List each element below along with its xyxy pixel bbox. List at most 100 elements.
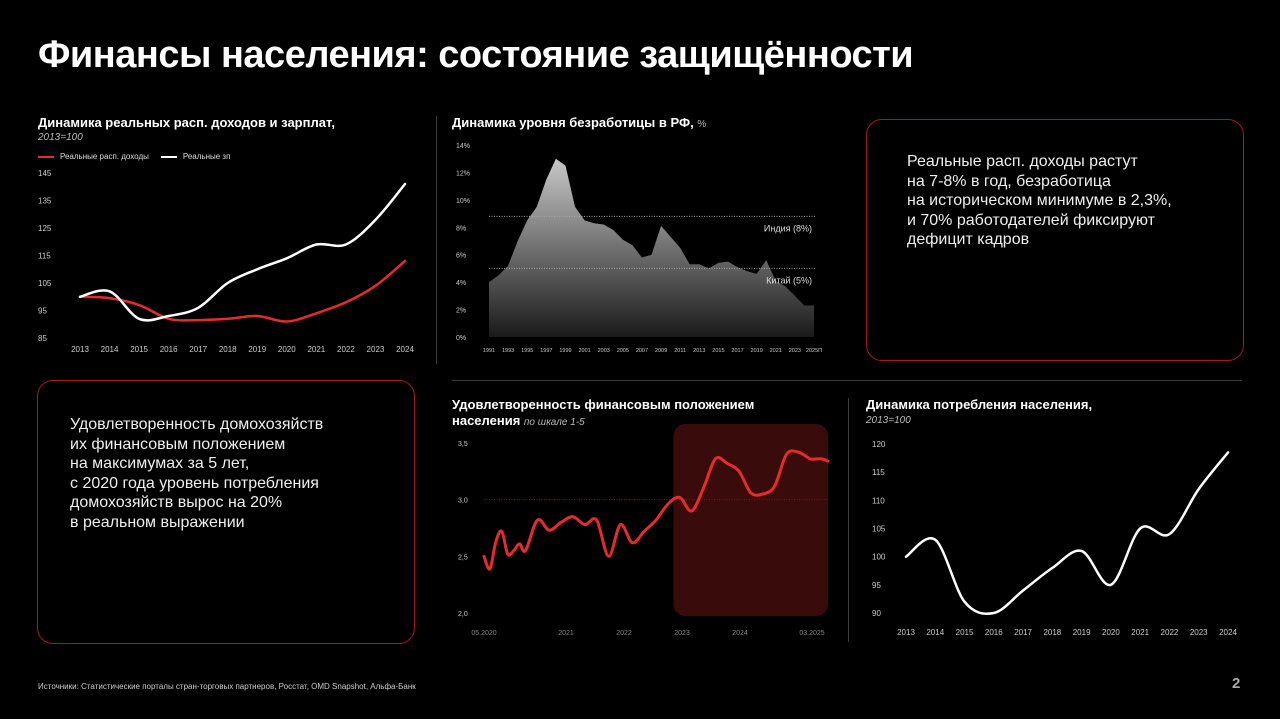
y-tick-label: 115 bbox=[38, 252, 51, 261]
x-tick-label: 2003 bbox=[598, 348, 610, 354]
x-tick-label: 2019 bbox=[248, 345, 266, 354]
y-tick-label: 115 bbox=[872, 468, 885, 477]
y-tick-label: 95 bbox=[38, 307, 47, 316]
y-tick-label: 145 bbox=[38, 169, 52, 178]
callout-line: домохозяйств вырос на 20% bbox=[70, 494, 283, 511]
x-tick-label: 2021 bbox=[1131, 628, 1149, 637]
x-tick-label: 2022 bbox=[337, 345, 355, 354]
unemployment-chart-title-text: Динамика уровня безработицы в РФ, bbox=[452, 115, 694, 130]
x-tick-label: 2023 bbox=[367, 345, 385, 354]
reference-label: Китай (5%) bbox=[766, 275, 812, 285]
y-tick-label: 95 bbox=[872, 581, 881, 590]
satisfaction-chart-title-line2: населения по шкале 1-5 bbox=[452, 413, 585, 428]
legend-swatch-income bbox=[38, 155, 54, 158]
x-tick-label: 2018 bbox=[1043, 628, 1061, 637]
x-tick-label: 2015 bbox=[712, 348, 724, 354]
divider-vertical-top bbox=[436, 116, 437, 364]
unemployment-chart-unit: % bbox=[697, 119, 707, 130]
y-tick-label: 110 bbox=[872, 496, 885, 505]
callout-line: Реальные расп. доходы растут bbox=[907, 153, 1138, 170]
x-tick-label: 2014 bbox=[926, 628, 944, 637]
divider-vertical-bottom bbox=[848, 398, 849, 642]
satisfaction-series-line bbox=[482, 449, 830, 571]
x-tick-label: 1997 bbox=[540, 348, 552, 354]
unemployment-area bbox=[489, 158, 814, 337]
consumption-chart-subtitle: 2013=100 bbox=[866, 415, 911, 426]
satisfaction-chart: 3,5 3,0 2,5 2,0 05.2020 2021 2022 2023 2024 03.20… bbox=[458, 424, 830, 637]
y-tick-label: 8% bbox=[456, 225, 466, 232]
consumption-chart-title: Динамика потребления населения, bbox=[866, 397, 1093, 412]
unemployment-chart-title: Динамика уровня безработицы в РФ, % bbox=[452, 115, 706, 130]
y-tick-label: 12% bbox=[456, 170, 470, 177]
x-tick-label: 2024 bbox=[732, 630, 748, 637]
y-tick-label: 125 bbox=[38, 224, 52, 233]
y-tick-label: 3,0 bbox=[458, 498, 468, 505]
y-tick-label: 135 bbox=[38, 197, 52, 206]
callout-line: на максимумах за 5 лет, bbox=[70, 455, 250, 472]
x-tick-label: 2016 bbox=[985, 628, 1003, 637]
x-tick-label: 2015 bbox=[130, 345, 148, 354]
x-tick-label: 2019 bbox=[751, 348, 763, 354]
callout-line: Удовлетворенность домохозяйств bbox=[70, 416, 324, 433]
x-tick-label: 2009 bbox=[655, 348, 667, 354]
callout-line: их финансовым положением bbox=[70, 435, 286, 453]
x-tick-label: 2017 bbox=[189, 345, 207, 354]
x-tick-label: 2023 bbox=[674, 630, 690, 637]
y-tick-label: 3,5 bbox=[458, 441, 468, 448]
x-tick-label: 2025П bbox=[806, 348, 822, 354]
x-tick-label: 2022 bbox=[616, 630, 632, 637]
x-tick-label: 1991 bbox=[483, 348, 495, 354]
x-tick-label: 2015 bbox=[956, 628, 974, 637]
callout-line: в реальном выражении bbox=[70, 513, 245, 531]
x-tick-label: 2013 bbox=[897, 628, 915, 637]
satisfaction-chart-title: Удовлетворенность финансовым положением bbox=[452, 397, 755, 412]
x-tick-label: 2023 bbox=[1190, 628, 1208, 637]
x-tick-label: 2007 bbox=[636, 348, 648, 354]
x-tick-label: 2024 bbox=[396, 345, 414, 354]
income-chart-legend: Реальные расп. доходы Реальные зп bbox=[38, 152, 230, 161]
x-tick-label: 1999 bbox=[559, 348, 571, 354]
legend-label-income: Реальные расп. доходы bbox=[60, 152, 149, 161]
legend-swatch-wages bbox=[160, 155, 177, 158]
callout-line: и 70% работодателей фиксируют bbox=[907, 211, 1155, 229]
x-tick-label: 2011 bbox=[674, 348, 686, 354]
x-tick-label: 2023 bbox=[789, 348, 801, 354]
y-tick-label: 100 bbox=[872, 553, 886, 562]
source-note: Источники: Статистические порталы стран-… bbox=[38, 682, 416, 691]
callout-line: с 2020 года уровень потребления bbox=[70, 474, 319, 492]
y-tick-label: 0% bbox=[456, 335, 466, 342]
y-tick-label: 2,5 bbox=[458, 554, 468, 561]
y-tick-label: 90 bbox=[872, 609, 881, 618]
income-chart-title: Динамика реальных расп. доходов и зарпла… bbox=[38, 115, 335, 130]
callout-satisfaction: Удовлетворенность домохозяйств их финанс… bbox=[37, 380, 415, 644]
income-chart: 145 135 125 115 105 95 85 2013 2014 2015 2016 2017 2… bbox=[38, 169, 414, 354]
x-tick-label: 2020 bbox=[278, 345, 296, 354]
divider-horizontal bbox=[452, 380, 1242, 381]
x-tick-label: 03.2025 bbox=[799, 630, 824, 637]
y-tick-label: 105 bbox=[872, 525, 886, 534]
x-tick-label: 2005 bbox=[617, 348, 629, 354]
x-tick-label: 2017 bbox=[731, 348, 743, 354]
income-series-line bbox=[78, 259, 407, 323]
callout-unemployment: Реальные расп. доходы растут на 7-8% в г… bbox=[866, 119, 1244, 361]
x-tick-label: 05.2020 bbox=[471, 630, 496, 637]
y-tick-label: 4% bbox=[456, 280, 466, 287]
y-tick-label: 2,0 bbox=[458, 611, 468, 618]
x-tick-label: 2014 bbox=[101, 345, 119, 354]
y-tick-label: 10% bbox=[456, 198, 470, 205]
x-tick-label: 2020 bbox=[1102, 628, 1120, 637]
wages-series-line bbox=[78, 182, 407, 322]
callout-line: дефицит кадров bbox=[907, 231, 1030, 248]
page-number: 2 bbox=[1232, 675, 1241, 692]
callout-line: на 7-8% в год, безработица bbox=[907, 172, 1111, 190]
satisfaction-chart-title-text: населения bbox=[452, 413, 521, 428]
x-tick-label: 2013 bbox=[71, 345, 89, 354]
page-title: Финансы населения: состояние защищённост… bbox=[38, 34, 914, 76]
x-tick-label: 2021 bbox=[770, 348, 782, 354]
x-tick-label: 2024 bbox=[1219, 628, 1237, 637]
x-tick-label: 1995 bbox=[521, 348, 533, 354]
y-tick-label: 120 bbox=[872, 440, 886, 449]
y-tick-label: 2% bbox=[456, 308, 466, 315]
x-tick-label: 2013 bbox=[693, 348, 705, 354]
y-tick-label: 14% bbox=[456, 143, 470, 150]
